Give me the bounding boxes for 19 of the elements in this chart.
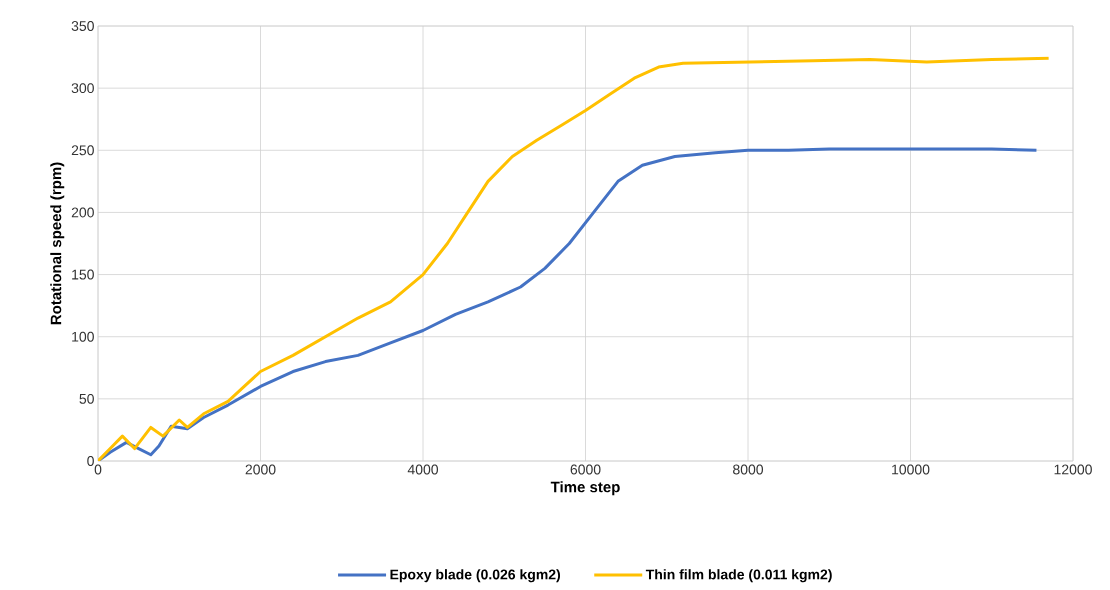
x-axis-title: Time step (550, 481, 620, 496)
y-tick-label: 50 (79, 393, 94, 404)
x-tick-label: 0 (94, 464, 102, 475)
y-tick-label: 200 (71, 207, 94, 218)
y-tick-label: 300 (71, 83, 94, 94)
x-tick-label: 10000 (892, 464, 930, 475)
x-tick-label: 6000 (570, 464, 601, 475)
x-tick-label: 12000 (1054, 464, 1092, 475)
legend-label: Epoxy blade (0.026 kgm2) (390, 569, 561, 583)
y-tick-label: 250 (71, 145, 94, 156)
legend-label: Thin film blade (0.011 kgm2) (645, 569, 832, 583)
x-tick-label: 8000 (733, 464, 764, 475)
y-axis-title: Rotational speed (rpm) (50, 162, 65, 325)
y-tick-label: 0 (87, 456, 94, 466)
y-tick-label: 100 (72, 331, 94, 342)
x-tick-label: 4000 (407, 464, 439, 475)
y-tick-label: 150 (72, 269, 94, 280)
x-tick-label: 2000 (245, 464, 276, 475)
y-tick-label: 350 (71, 21, 94, 31)
